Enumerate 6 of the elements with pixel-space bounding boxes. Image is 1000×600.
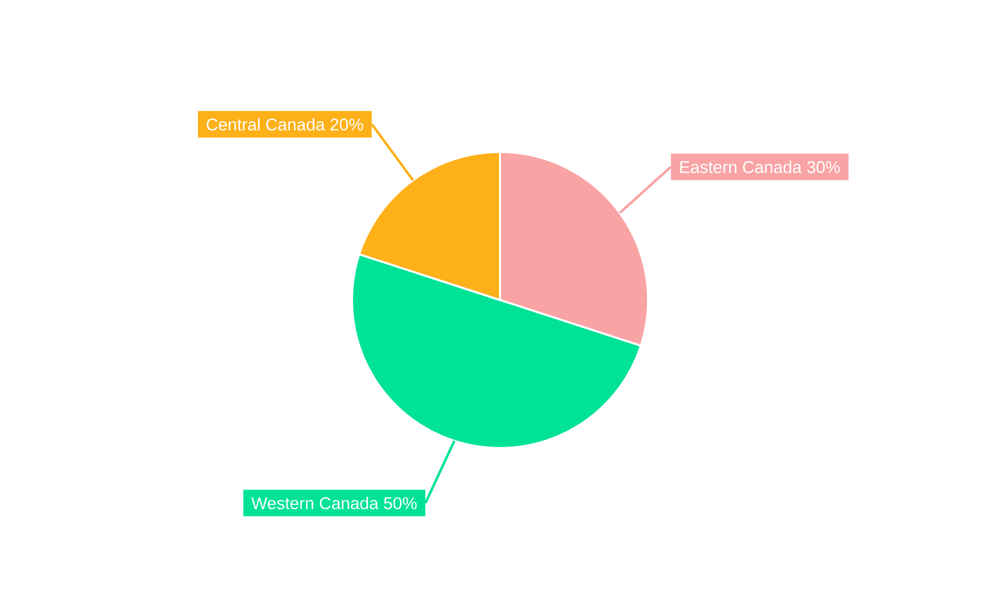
data-label: 50% <box>384 497 417 510</box>
data-label: 20% <box>330 118 364 131</box>
slice-label: Eastern Canada <box>680 160 802 174</box>
slice-label: Central Canada <box>206 118 325 131</box>
slice-label: Western Canada <box>251 496 379 510</box>
data-label: 30% <box>807 161 840 174</box>
